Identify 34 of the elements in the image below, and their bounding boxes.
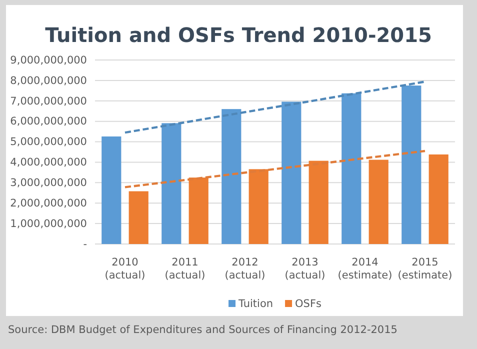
y-tick-label: 1,000,000,000: [10, 218, 87, 230]
chart-title: Tuition and OSFs Trend 2010-2015: [45, 23, 432, 47]
source-note: Source: DBM Budget of Expenditures and Sources of Financing 2012-2015: [8, 324, 398, 336]
x-tick-label: 2015 (estimate): [398, 256, 452, 282]
y-tick-label: 8,000,000,000: [10, 74, 87, 87]
y-tick-label: 7,000,000,000: [10, 95, 87, 108]
x-tick-label: 2012 (actual): [224, 256, 266, 282]
x-tick-label: 2013 (actual): [284, 256, 326, 282]
bar: [128, 191, 148, 244]
x-tick-label: 2011 (actual): [164, 256, 206, 282]
y-tick-label: 9,000,000,000: [10, 54, 87, 66]
bar: [342, 93, 362, 244]
y-tick-label: 3,000,000,000: [10, 177, 87, 190]
bar: [368, 160, 388, 244]
bar: [402, 86, 422, 244]
legend-label: OSFs: [295, 298, 322, 310]
y-tick-label: 6,000,000,000: [10, 116, 87, 128]
line-series: [124, 150, 426, 188]
y-tick-label: 5,000,000,000: [10, 136, 87, 148]
y-tick-label: 2,000,000,000: [10, 197, 87, 210]
bar: [248, 169, 268, 244]
bar: [428, 154, 448, 244]
y-tick-label: -: [83, 238, 88, 250]
bar: [222, 109, 242, 244]
bar: [282, 102, 302, 244]
bar: [188, 178, 208, 244]
bar: [102, 136, 122, 244]
line-series: [124, 80, 426, 134]
x-tick-label: 2010 (actual): [104, 256, 146, 282]
bar: [308, 160, 328, 244]
bar: [162, 123, 182, 244]
legend-label: Tuition: [238, 298, 274, 310]
y-tick-label: 4,000,000,000: [10, 156, 87, 169]
x-tick-label: 2014 (estimate): [338, 256, 392, 282]
